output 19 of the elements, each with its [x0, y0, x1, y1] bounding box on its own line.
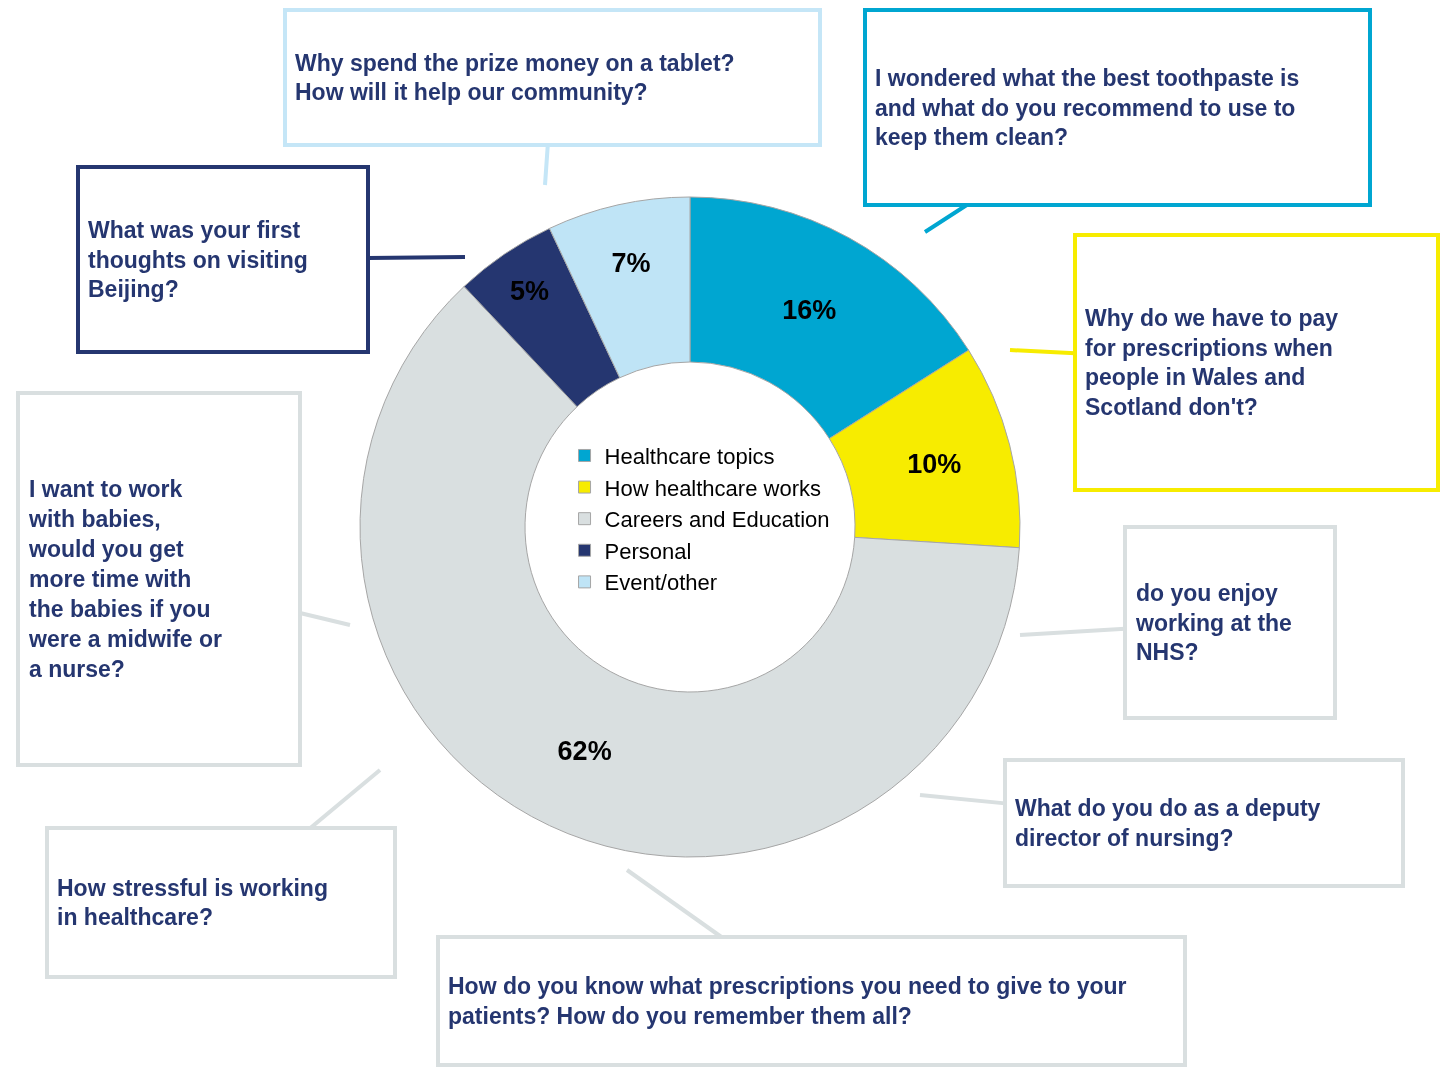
- data-label: 62%: [557, 735, 612, 766]
- text: What do you do as a deputy director of nursing?: [1015, 795, 1321, 851]
- text: What was your first thoughts on visiting Beijing?: [88, 216, 308, 303]
- text: How stressful is working in healthcare?: [57, 874, 328, 931]
- text: I want to work with babies, would you get more time with the babies if you were a midwife or a nurse?: [28, 476, 223, 682]
- text: Why do we have to pay for prescriptions when people in Wales and Scotland don't?: [1085, 304, 1339, 421]
- data-label: 5%: [510, 275, 550, 306]
- data-label: 16%: [782, 295, 837, 326]
- legend-label: Careers and Education: [604, 507, 830, 533]
- text: How do you know what prescriptions you need to give to your patients? How do you remember them all?: [448, 973, 1127, 1029]
- text: Why spend the prize money on a tablet? How will it help our community?: [295, 49, 735, 106]
- legend-label: Healthcare topics: [604, 444, 775, 470]
- data-label: 7%: [611, 247, 651, 278]
- legend-label: Event/other: [604, 570, 718, 596]
- text: do you enjoy working at the NHS?: [1135, 579, 1292, 666]
- legend-label: Personal: [604, 538, 692, 564]
- data-label: 10%: [907, 449, 962, 480]
- legend-label: How healthcare works: [604, 475, 821, 501]
- text: I wondered what the best toothpaste is and what do you recommend to use to keep them clean?: [875, 64, 1300, 151]
